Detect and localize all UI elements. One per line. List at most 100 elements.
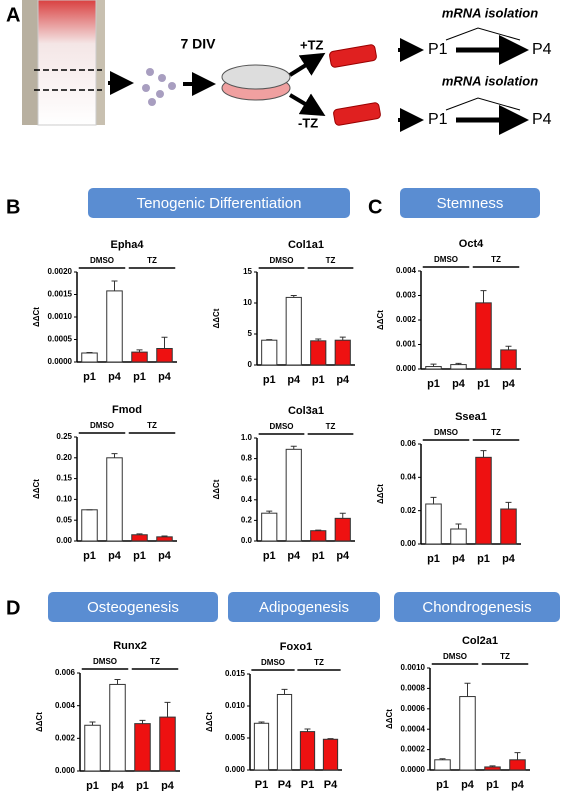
- bar: [310, 340, 327, 366]
- bar: [131, 534, 148, 542]
- error-bar: [480, 290, 487, 303]
- group-label: DMSO: [270, 422, 294, 431]
- bar: [106, 457, 123, 542]
- x-tick-label: p4: [287, 550, 301, 562]
- error-bar: [111, 280, 118, 291]
- y-tick-label: 0.00: [56, 536, 72, 545]
- section-header: Stemness: [437, 195, 504, 212]
- group-label: TZ: [147, 421, 157, 430]
- error-bar: [455, 362, 462, 365]
- bar: [156, 348, 173, 363]
- group-label: DMSO: [261, 658, 285, 667]
- y-axis-label: ΔΔCt: [205, 712, 214, 732]
- schematic: 7 DIV +TZ -TZ mRNA isolation mRNA isolat…: [22, 0, 552, 135]
- panel-label: A: [6, 4, 20, 26]
- y-tick-label: 0.04: [400, 472, 416, 481]
- passage-label: P4: [532, 41, 552, 58]
- y-tick-label: 0.001: [396, 340, 417, 349]
- bar: [261, 512, 278, 542]
- passage-label: P1: [428, 111, 448, 128]
- x-tick-label: p4: [108, 550, 122, 562]
- y-tick-label: 0.15: [56, 474, 72, 483]
- error-bar: [281, 688, 288, 695]
- y-tick-label: 0.000: [396, 364, 417, 373]
- y-tick-label: 0.0008: [401, 684, 426, 693]
- y-tick-label: 0.0010: [48, 312, 73, 321]
- error-bar: [258, 721, 265, 724]
- x-tick-label: P4: [324, 779, 338, 791]
- error-bar: [164, 701, 171, 718]
- x-tick-label: p1: [427, 378, 440, 390]
- y-tick-label: 0.010: [225, 701, 246, 710]
- y-axis-label: ΔΔCt: [376, 484, 385, 504]
- y-axis-label: ΔΔCt: [32, 479, 41, 499]
- y-tick-label: 0.06: [400, 439, 416, 448]
- chart-title: Col1a1: [288, 239, 324, 251]
- bar: [322, 738, 339, 771]
- y-tick-label: 0.6: [241, 474, 253, 483]
- x-tick-label: p4: [108, 371, 122, 383]
- error-bar: [430, 496, 437, 504]
- bar: [81, 509, 98, 542]
- x-tick-label: p1: [477, 553, 490, 565]
- x-tick-label: p4: [452, 378, 466, 390]
- error-bar: [89, 721, 96, 726]
- isolation-label: mRNA isolation: [442, 73, 538, 88]
- bar: [253, 722, 270, 771]
- error-bar: [114, 679, 121, 685]
- y-tick-label: 1.0: [241, 433, 253, 442]
- y-tick-label: 0.20: [56, 453, 72, 462]
- y-tick-label: 0.0002: [401, 745, 426, 754]
- group-label: DMSO: [443, 652, 467, 661]
- y-tick-label: 0.00: [400, 539, 416, 548]
- chart-title: Runx2: [113, 640, 147, 652]
- bar: [156, 536, 173, 542]
- y-tick-label: 0.4: [241, 495, 253, 504]
- y-axis-label: ΔΔCt: [376, 310, 385, 330]
- y-tick-label: 0.8: [241, 454, 253, 463]
- x-tick-label: p1: [133, 550, 146, 562]
- bar: [84, 724, 101, 772]
- header-box: [394, 592, 560, 622]
- error-bar: [266, 510, 273, 514]
- bar: [285, 448, 302, 542]
- group-label: TZ: [326, 422, 336, 431]
- error-bar: [304, 728, 311, 732]
- section-header: Adipogenesis: [259, 599, 349, 616]
- y-tick-label: 0.0005: [48, 335, 73, 344]
- x-tick-label: p1: [312, 374, 325, 386]
- y-tick-label: 0.2: [241, 516, 253, 525]
- y-tick-label: 0.0015: [48, 290, 73, 299]
- chart-title: Epha4: [110, 239, 144, 251]
- group-label: TZ: [147, 256, 157, 265]
- y-tick-label: 0.0: [241, 536, 253, 545]
- section-header: Tenogenic Differentiation: [137, 195, 302, 212]
- flask: [333, 102, 381, 126]
- error-bar: [514, 752, 521, 760]
- y-tick-label: 0.10: [56, 495, 72, 504]
- bar: [159, 716, 176, 772]
- bar: [134, 723, 151, 772]
- x-tick-label: p1: [136, 780, 149, 791]
- error-bar: [480, 450, 487, 458]
- y-tick-label: 0.003: [396, 291, 417, 300]
- error-bar: [290, 295, 297, 298]
- passage-label: P1: [428, 41, 448, 58]
- y-tick-label: 0.002: [55, 733, 76, 742]
- bar: [450, 364, 467, 370]
- y-tick-label: 0: [248, 360, 253, 369]
- x-tick-label: p4: [511, 779, 525, 791]
- y-tick-label: 0.02: [400, 506, 416, 515]
- bar: [459, 696, 476, 771]
- error-bar: [505, 345, 512, 350]
- error-bar: [327, 738, 334, 740]
- x-tick-label: p4: [452, 553, 466, 565]
- header-box: [228, 592, 380, 622]
- treatment-label: -TZ: [298, 115, 318, 130]
- chart-title: Foxo1: [280, 641, 312, 653]
- panel-label: C: [368, 196, 382, 218]
- bar: [475, 302, 492, 370]
- y-tick-label: 5: [248, 329, 253, 338]
- arrow: [288, 52, 326, 77]
